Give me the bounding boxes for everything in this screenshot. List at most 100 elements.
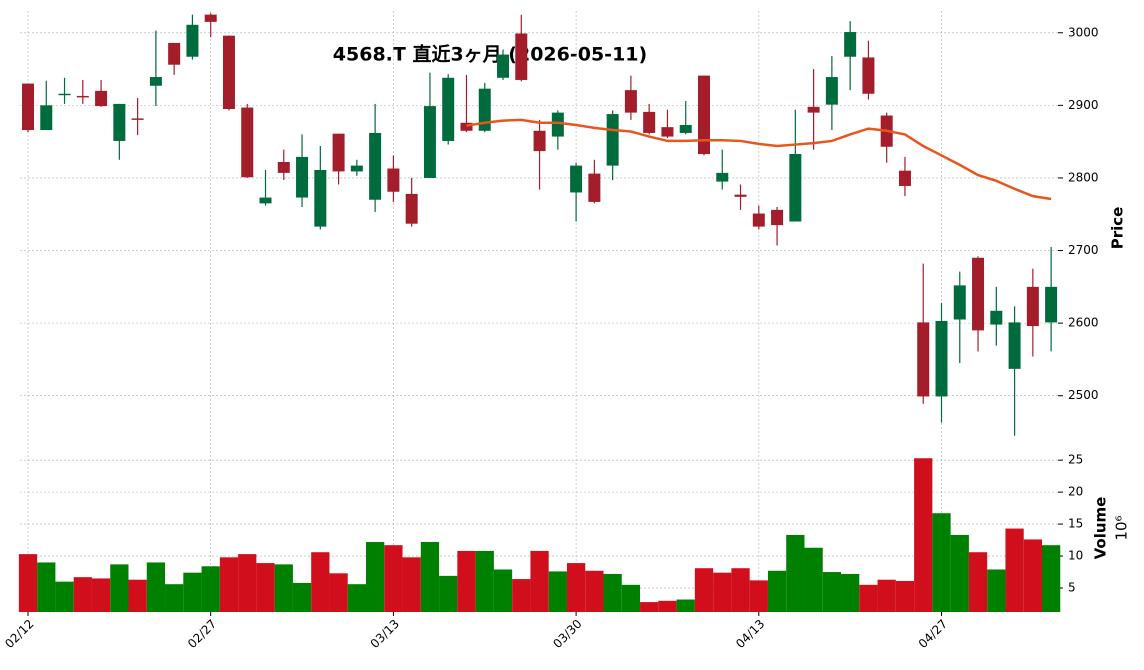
candle-body [1045,286,1058,323]
candle-body [259,197,272,204]
candle-body [241,107,254,178]
volume-bar [493,569,513,612]
volume-axis-label: Volume [1092,497,1110,560]
volume-bar [457,550,476,612]
volume-bar [439,575,458,612]
candle-body [606,114,619,166]
candle-body [314,169,327,227]
candle-body [752,213,765,227]
volume-bar [530,550,549,612]
x-tick-label: 03/13 [368,617,402,651]
candle-body [789,154,802,222]
candle-body [113,103,126,141]
candle-body [1008,322,1021,369]
candle-body [551,112,564,137]
volume-bar [603,573,622,612]
volume-bar [475,550,494,612]
candle-body [369,132,382,200]
candle-body [149,77,162,86]
candle-body [533,130,546,152]
volume-bar [694,568,714,612]
volume-bar [201,566,220,612]
candle-body [990,310,1003,325]
y-tick-label: 2900 [1068,98,1099,112]
candle-body [332,133,345,172]
candle-body [643,111,656,133]
volume-bar [384,545,403,612]
volume-bar [621,584,641,612]
volume-bar [932,513,951,612]
volume-bar [548,571,567,612]
candle-body [186,24,199,57]
candle-body [935,320,948,397]
moving-average-line [466,118,1052,201]
candle-body [1026,286,1039,327]
volume-bar [713,572,732,612]
x-tick-label: 02/27 [185,617,219,651]
candle-body [661,127,674,137]
volume-bar [786,534,805,612]
y-tick-label: 2800 [1068,170,1099,184]
volume-bar [895,580,915,612]
candle-body [296,156,309,198]
candle-body [22,83,34,131]
candle-body [807,106,820,113]
volume-bar [37,562,56,612]
candle-body [716,172,729,182]
candle-body [734,194,747,197]
volume-bar [950,534,969,612]
candle-body [844,32,857,57]
y-tick-label: 2700 [1068,243,1099,257]
volume-bar [292,582,312,612]
candle-body [95,90,108,107]
candle-body [697,75,710,154]
volume-bar [420,541,440,612]
candle-body [405,193,418,224]
candle-body [570,165,583,193]
volume-tick-label: 25 [1068,453,1083,467]
candle-body [222,35,235,109]
x-tick-label: 04/27 [916,617,950,651]
candle-body [624,90,637,113]
candle-body [442,77,455,141]
candle-body [497,54,510,78]
volume-offset-label: 10⁶ [1113,515,1131,540]
volume-bar [311,552,330,612]
candle-body [972,257,985,331]
y-tick-label: 2600 [1068,316,1099,330]
candle-body [917,322,930,397]
volume-bar [731,568,750,612]
candle-body [862,57,875,94]
candle-body [204,14,217,22]
volume-bar [804,547,823,612]
candle-body [825,77,838,105]
volume-bar [402,557,421,612]
candle-body [350,165,363,172]
volume-tick-label: 20 [1068,485,1083,499]
candle-body [76,95,89,98]
volume-bar [128,579,147,612]
volume-bar [585,570,604,612]
volume-bar [749,580,768,612]
chart-title: 4568.T 直近3ヶ月 (2026-05-11) [333,43,647,66]
volume-bar [366,541,385,612]
candle-body [679,124,692,133]
candle-body [515,33,528,80]
volume-bar [968,552,988,612]
volume-bar [859,584,878,612]
volume-bar [347,584,366,612]
volume-bar [987,569,1006,612]
volume-bar [1005,528,1024,612]
candle-body [460,122,473,131]
volume-bar [822,572,842,612]
volume-bar [274,564,293,612]
volume-bar [165,584,184,612]
volume-bar [110,564,129,612]
volume-bar [73,577,92,612]
volume-bar [146,562,166,612]
volume-bar [1041,545,1061,612]
volume-bar [91,578,111,612]
volume-bar [183,572,202,612]
candle-body [898,170,911,186]
